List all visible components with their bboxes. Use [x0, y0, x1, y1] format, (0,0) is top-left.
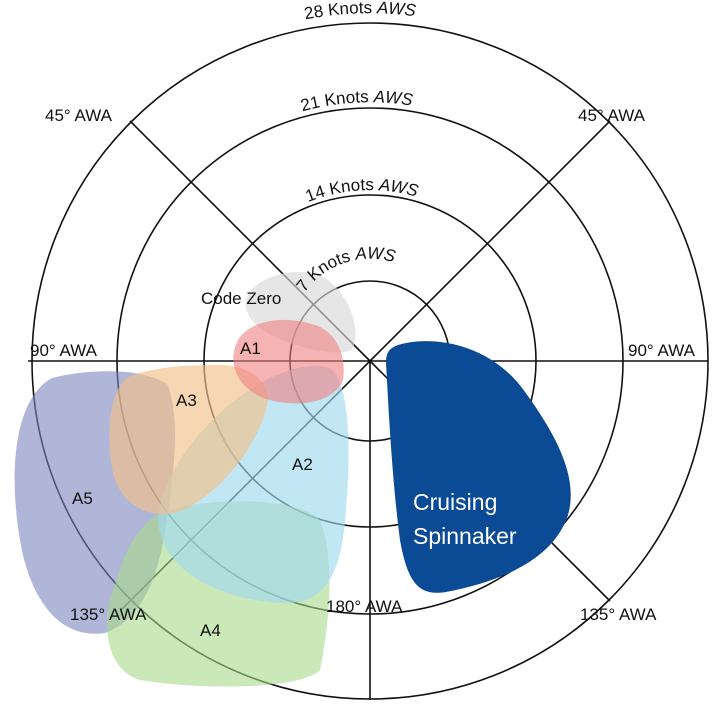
sail-regions [14, 272, 571, 687]
region-a3 [109, 365, 268, 515]
angle-label-left-90: 90° AWA [30, 341, 98, 360]
region-a2 [158, 365, 349, 604]
ring-label-7: 7 Knots AWS [293, 243, 398, 295]
label-a3: A3 [176, 391, 197, 410]
label-a5: A5 [72, 489, 93, 508]
region-a1 [233, 319, 344, 404]
axis-right-45 [369, 120, 611, 362]
label-a1: A1 [240, 339, 261, 358]
label-code-zero: Code Zero [201, 289, 281, 308]
angle-label-left-45: 45° AWA [45, 106, 113, 125]
angle-label-left-135: 135° AWA [70, 605, 147, 624]
label-cruising: Cruising [413, 489, 497, 515]
angle-label-right-45: 45° AWA [578, 106, 646, 125]
label-spinnaker: Spinnaker [413, 523, 517, 549]
angle-label-right-135: 135° AWA [580, 605, 657, 624]
region-cruising-spinnaker [386, 341, 571, 593]
label-a2: A2 [292, 455, 313, 474]
ring-label-28: 28 Knots AWS [303, 0, 418, 23]
label-a4: A4 [200, 621, 221, 640]
angle-label-right-90: 90° AWA [628, 341, 696, 360]
ring-label-14: 14 Knots AWS [303, 175, 421, 206]
ring-label-21: 21 Knots AWS [299, 87, 415, 115]
angle-label-180: 180° AWA [326, 597, 403, 616]
